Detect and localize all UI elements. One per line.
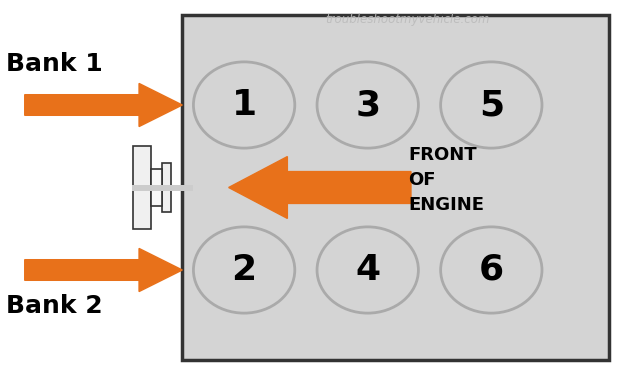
Bar <box>132 184 193 190</box>
Ellipse shape <box>193 227 295 313</box>
Text: 6: 6 <box>479 253 504 287</box>
Ellipse shape <box>317 62 418 148</box>
Text: 4: 4 <box>355 253 380 287</box>
Ellipse shape <box>441 62 542 148</box>
Bar <box>182 15 609 360</box>
Ellipse shape <box>317 227 418 313</box>
Bar <box>151 169 162 206</box>
Text: Bank 2: Bank 2 <box>6 294 103 318</box>
Ellipse shape <box>193 62 295 148</box>
Bar <box>162 163 171 212</box>
Bar <box>133 146 151 229</box>
Text: 5: 5 <box>479 88 504 122</box>
FancyArrow shape <box>25 84 182 127</box>
Text: troubleshootmyvehicle.com: troubleshootmyvehicle.com <box>326 13 490 26</box>
Text: 3: 3 <box>355 88 380 122</box>
Text: Bank 1: Bank 1 <box>6 52 103 76</box>
FancyArrow shape <box>229 157 411 218</box>
Text: 1: 1 <box>232 88 256 122</box>
Text: 2: 2 <box>232 253 256 287</box>
Text: FRONT
OF
ENGINE: FRONT OF ENGINE <box>408 146 484 214</box>
Ellipse shape <box>441 227 542 313</box>
FancyArrow shape <box>25 248 182 292</box>
